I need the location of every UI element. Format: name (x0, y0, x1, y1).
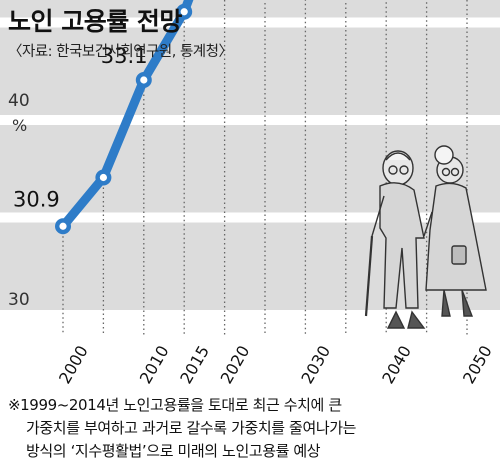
x-tick-label: 2010 (136, 342, 173, 387)
series-line-layer (58, 0, 194, 231)
data-point-center (99, 173, 107, 182)
series-line (58, 0, 194, 231)
x-tick-label: 2000 (55, 342, 92, 387)
data-labels: 30.933.133.834.836.838.840.8 (13, 0, 209, 211)
data-label: 30.9 (13, 187, 60, 211)
x-axis-ticks: 2000 2010 2015 2020 2030 2040 2050 (55, 342, 496, 387)
footnote-line: 방식의 ‘지수평활법’으로 미래의 노인고용률 예상 (26, 442, 321, 460)
y-tick-label: 40 (8, 91, 30, 111)
data-point-center (180, 8, 188, 16)
source-caption: 〈자료: 한국보건사회연구원, 통계청〉 (8, 44, 233, 60)
elderly-woman-figure (423, 145, 487, 317)
data-point-center (140, 76, 148, 84)
footnote-line: ※1999~2014년 노인고용률을 토대로 최근 수치에 큰 (8, 396, 342, 414)
x-tick-label: 2030 (297, 342, 334, 387)
grid-band (0, 0, 500, 18)
x-tick-label: 2020 (217, 342, 254, 387)
elderly-man-figure (364, 150, 426, 329)
x-tick-label: 2015 (176, 342, 213, 387)
grid-band (0, 125, 500, 213)
data-markers (55, 3, 193, 235)
page-title: 노인 고용률 전망 (8, 7, 182, 36)
x-tick-label: 2040 (378, 342, 415, 387)
footnote: ※1999~2014년 노인고용률을 토대로 최근 수치에 큰 가중치를 부여하… (8, 394, 494, 463)
y-unit-label: % (12, 116, 27, 135)
x-tick-label: 2050 (459, 342, 496, 387)
data-label: 33.1 (101, 44, 148, 68)
data-point-center (59, 222, 67, 230)
y-tick-label: 30 (8, 290, 30, 310)
y-axis-ticks: 40 30 (8, 91, 30, 310)
grid-band (0, 27, 500, 115)
grid-band (0, 222, 500, 310)
elderly-couple-illustration (364, 145, 487, 329)
data-label: 33.8 (162, 0, 209, 3)
footnote-line: 가중치를 부여하고 과거로 갈수록 가중치를 줄여나가는 (26, 419, 357, 437)
